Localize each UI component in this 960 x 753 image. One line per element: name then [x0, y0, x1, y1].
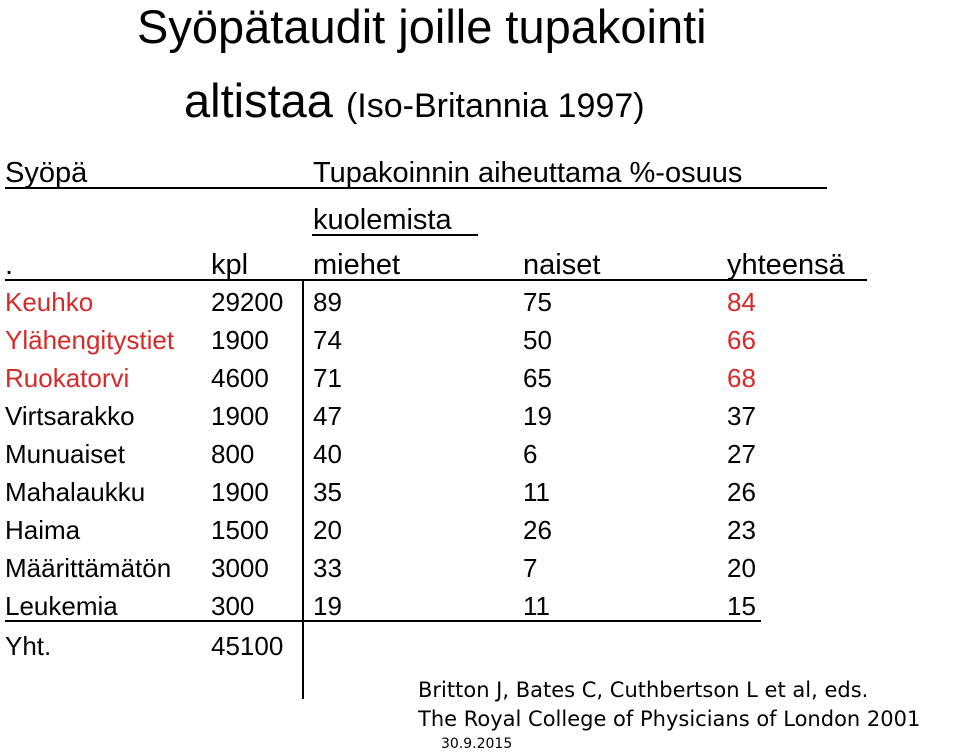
row-ylahengitystiet-naiset: 50: [523, 325, 552, 355]
row-haima-name: Haima: [5, 515, 81, 545]
row-virtsarakko-name: Virtsarakko: [5, 401, 135, 431]
row-virtsarakko-yht: 37: [727, 401, 756, 431]
header-cancer: Syöpä: [5, 157, 88, 189]
citation-line2: The Royal College of Physicians of Londo…: [418, 707, 921, 731]
page-title-main: altistaa: [184, 74, 333, 127]
row-mahalaukku-kpl: 1900: [211, 477, 269, 507]
row-leukemia-name: Leukemia: [5, 591, 118, 621]
header-group-line2: kuolemista: [313, 204, 452, 236]
header-miehet: miehet: [313, 249, 401, 281]
row-ylahengitystiet-miehet: 74: [313, 325, 342, 355]
row-leukemia-naiset: 11: [523, 591, 550, 621]
page-title-line1: Syöpätaudit joille tupakointi: [137, 0, 707, 53]
page-title-line2: altistaa (Iso-Britannia 1997): [184, 74, 645, 133]
row-munuaiset-miehet: 40: [313, 439, 342, 469]
row-munuaiset-name: Munuaiset: [5, 439, 125, 469]
header-underline: [5, 187, 827, 189]
row-keuhko-yht: 84: [727, 287, 756, 317]
page-title-subtitle: (Iso-Britannia 1997): [345, 87, 645, 125]
row-mahalaukku-name: Mahalaukku: [5, 477, 146, 507]
row-keuhko-kpl: 29200: [211, 287, 284, 317]
row-keuhko-miehet: 89: [313, 287, 342, 317]
row-munuaiset-naiset: 6: [523, 439, 538, 469]
row-total-kpl: 45100: [211, 631, 284, 661]
header-group-line1: Tupakoinnin aiheuttama %-osuus: [313, 157, 743, 189]
row-haima-kpl: 1500: [211, 515, 269, 545]
row-ruokatorvi-miehet: 71: [313, 363, 342, 393]
row-maarittamaton-naiset: 7: [523, 553, 538, 583]
row-haima-miehet: 20: [313, 515, 342, 545]
row-ylahengitystiet-yht: 66: [727, 325, 756, 355]
row-keuhko-naiset: 75: [523, 287, 552, 317]
row-ylahengitystiet-name: Ylähengitystiet: [5, 325, 175, 355]
header-group-underline: [312, 234, 478, 236]
row-mahalaukku-miehet: 35: [313, 477, 342, 507]
slide-date: 30.9.2015: [441, 736, 513, 752]
row-ruokatorvi-yht: 68: [727, 363, 756, 393]
header-yhteensa: yhteensä: [727, 249, 845, 281]
header-row-underline: [5, 279, 867, 281]
row-keuhko-name: Keuhko: [5, 287, 94, 317]
header-dot: .: [5, 249, 14, 281]
row-munuaiset-yht: 27: [727, 439, 756, 469]
citation-line1: Britton J, Bates C, Cuthbertson L et al,…: [418, 678, 869, 702]
row-maarittamaton-kpl: 3000: [211, 553, 269, 583]
row-maarittamaton-name: Määrittämätön: [5, 553, 172, 583]
row-total-name: Yht.: [5, 631, 52, 661]
row-maarittamaton-miehet: 33: [313, 553, 342, 583]
row-ruokatorvi-name: Ruokatorvi: [5, 363, 130, 393]
row-maarittamaton-yht: 20: [727, 553, 756, 583]
row-munuaiset-kpl: 800: [211, 439, 255, 469]
row-virtsarakko-miehet: 47: [313, 401, 342, 431]
row-leukemia-kpl: 300: [211, 591, 255, 621]
row-leukemia-yht: 15: [727, 591, 756, 621]
row-leukemia-miehet: 19: [313, 591, 342, 621]
row-ruokatorvi-naiset: 65: [523, 363, 552, 393]
row-ruokatorvi-kpl: 4600: [211, 363, 269, 393]
row-mahalaukku-naiset: 11: [523, 477, 550, 507]
row-mahalaukku-yht: 26: [727, 477, 756, 507]
row-virtsarakko-kpl: 1900: [211, 401, 269, 431]
column-divider: [302, 279, 304, 699]
table-bottom-line: [5, 620, 761, 622]
row-haima-naiset: 26: [523, 515, 552, 545]
header-naiset: naiset: [523, 249, 601, 281]
row-haima-yht: 23: [727, 515, 756, 545]
header-kpl: kpl: [211, 249, 249, 281]
row-ylahengitystiet-kpl: 1900: [211, 325, 269, 355]
row-virtsarakko-naiset: 19: [523, 401, 552, 431]
